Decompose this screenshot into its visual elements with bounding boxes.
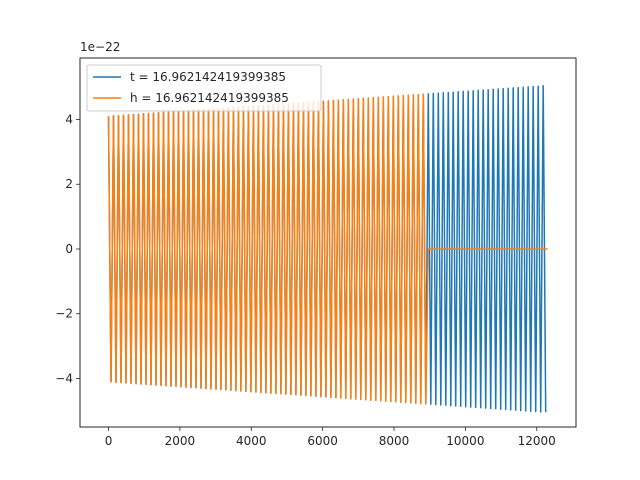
y-offset-label: 1e−22 [80,40,120,54]
series-line-1 [107,93,548,405]
y-tick-label: −2 [55,307,73,321]
x-tick-label: 8000 [379,434,410,448]
x-tick-label: 2000 [165,434,196,448]
legend-frame [86,64,322,112]
legend-label-h: h = 16.962142419399385 [130,91,289,105]
y-tick-label: 4 [65,113,73,127]
y-tick-label: 2 [65,177,73,191]
series-layer [107,85,548,413]
x-tick-label: 6000 [307,434,338,448]
legend-label-t: t = 16.962142419399385 [130,70,286,84]
legend: t = 16.962142419399385 h = 16.9621424193… [86,64,322,112]
y-axis: −4 −2 0 2 4 [55,113,80,385]
x-axis: 0 2000 4000 6000 8000 10000 12000 [105,427,556,448]
y-tick-label: 0 [65,242,73,256]
y-tick-label: −4 [55,371,73,385]
axes-frame [79,57,577,428]
x-tick-label: 10000 [446,434,484,448]
x-tick-label: 0 [105,434,113,448]
x-tick-label: 12000 [518,434,556,448]
x-tick-label: 4000 [236,434,267,448]
